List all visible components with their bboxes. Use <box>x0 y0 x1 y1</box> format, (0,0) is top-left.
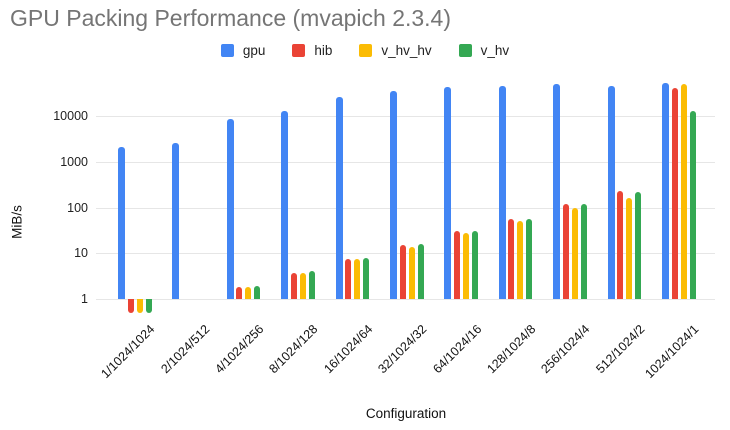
bar-hib-1024/1024/1[interactable] <box>671 87 678 299</box>
bar-v_hv_hv-64/1024/16[interactable] <box>462 232 469 299</box>
x-tick-label: 32/1024/32 <box>375 322 430 377</box>
x-tick-label: 512/1024/2 <box>593 322 648 377</box>
bar-hib-32/1024/32[interactable] <box>399 245 406 299</box>
bar-hib-512/1024/2[interactable] <box>617 191 624 299</box>
y-tick-label: 100 <box>67 200 88 215</box>
legend-label: v_hv <box>480 43 510 58</box>
bar-gpu-8/1024/128[interactable] <box>281 110 289 299</box>
bar-hib-128/1024/8[interactable] <box>508 218 515 299</box>
bar-v_hv_hv-128/1024/8[interactable] <box>517 220 524 299</box>
bar-gpu-128/1024/8[interactable] <box>498 85 506 299</box>
x-tick-label: 256/1024/4 <box>538 322 593 377</box>
bar-gpu-1/1024/1024[interactable] <box>118 147 125 299</box>
bar-v_hv_hv-1/1024/1024[interactable] <box>136 299 143 313</box>
legend-item-v_hv_hv[interactable]: v_hv_hv <box>359 43 432 58</box>
legend-label: gpu <box>242 43 266 58</box>
legend-label: v_hv_hv <box>381 43 432 58</box>
y-tick-label: 1000 <box>60 154 88 169</box>
x-tick-label: 64/1024/16 <box>429 322 485 377</box>
x-axis-title: Configuration <box>365 406 447 421</box>
legend-item-v_hv[interactable]: v_hv <box>458 43 510 58</box>
bar-v_hv-8/1024/128[interactable] <box>308 271 315 299</box>
x-tick-label: 4/1024/256 <box>212 322 267 377</box>
x-tick-label: 1/1024/1024 <box>98 322 158 382</box>
legend-swatch-icon <box>220 44 234 57</box>
legend-item-gpu[interactable]: gpu <box>220 43 266 58</box>
legend-swatch-icon <box>458 44 472 57</box>
y-axis-title: MiB/s <box>9 205 25 239</box>
bar-gpu-2/1024/512[interactable] <box>172 142 180 299</box>
legend-label: hib <box>314 43 333 58</box>
bar-hib-4/1024/256[interactable] <box>236 287 243 299</box>
bar-hib-64/1024/16[interactable] <box>453 231 460 299</box>
bar-hib-16/1024/64[interactable] <box>345 258 352 299</box>
chart-title: GPU Packing Performance (mvapich 2.3.4) <box>10 5 452 31</box>
bar-gpu-64/1024/16[interactable] <box>444 86 452 299</box>
bar-gpu-512/1024/2[interactable] <box>607 86 615 299</box>
bar-v_hv_hv-4/1024/256[interactable] <box>245 287 252 299</box>
bar-gpu-16/1024/64[interactable] <box>335 97 343 299</box>
bar-v_hv_hv-16/1024/64[interactable] <box>354 258 361 299</box>
bar-v_hv_hv-1024/1024/1[interactable] <box>680 84 687 299</box>
gridline <box>96 253 715 255</box>
x-tick-label: 128/1024/8 <box>484 322 539 377</box>
bar-hib-1/1024/1024[interactable] <box>127 299 134 313</box>
gridline <box>96 207 715 209</box>
bar-v_hv-16/1024/64[interactable] <box>363 257 370 299</box>
legend-swatch-icon <box>292 44 306 57</box>
x-tick-label: 2/1024/512 <box>157 322 213 377</box>
bar-v_hv-256/1024/4[interactable] <box>580 203 587 299</box>
y-tick-label: 10 <box>74 246 88 261</box>
gridline <box>96 161 715 163</box>
y-tick-label: 10000 <box>53 109 88 124</box>
bar-hib-256/1024/4[interactable] <box>562 203 569 299</box>
bar-v_hv-32/1024/32[interactable] <box>417 243 424 299</box>
bar-v_hv_hv-8/1024/128[interactable] <box>299 272 306 299</box>
bar-v_hv-4/1024/256[interactable] <box>254 286 261 299</box>
bar-v_hv-64/1024/16[interactable] <box>471 230 478 299</box>
bar-v_hv-512/1024/2[interactable] <box>635 191 642 299</box>
bar-hib-8/1024/128[interactable] <box>290 272 297 299</box>
bar-v_hv-1024/1024/1[interactable] <box>689 110 696 299</box>
bar-gpu-1024/1024/1[interactable] <box>662 83 669 299</box>
bar-v_hv_hv-512/1024/2[interactable] <box>626 197 633 299</box>
legend-item-hib[interactable]: hib <box>292 43 332 58</box>
bar-v_hv-1/1024/1024[interactable] <box>145 299 152 313</box>
x-tick-label: 8/1024/128 <box>266 322 321 377</box>
gridline <box>96 116 715 118</box>
bar-gpu-256/1024/4[interactable] <box>553 84 561 299</box>
y-tick-label: 1 <box>81 292 88 306</box>
bar-v_hv-128/1024/8[interactable] <box>526 218 533 299</box>
x-tick-label: 16/1024/64 <box>321 322 376 377</box>
bar-v_hv_hv-256/1024/4[interactable] <box>571 207 578 299</box>
bar-gpu-4/1024/256[interactable] <box>226 119 234 299</box>
bar-v_hv_hv-32/1024/32[interactable] <box>408 246 415 299</box>
x-tick-label: 1024/1024/1 <box>642 322 702 382</box>
gridline <box>96 299 715 300</box>
legend-swatch-icon <box>359 44 373 57</box>
bar-gpu-32/1024/32[interactable] <box>390 91 397 299</box>
legend: gpu hib v_hv_hv v_hv <box>0 43 730 58</box>
